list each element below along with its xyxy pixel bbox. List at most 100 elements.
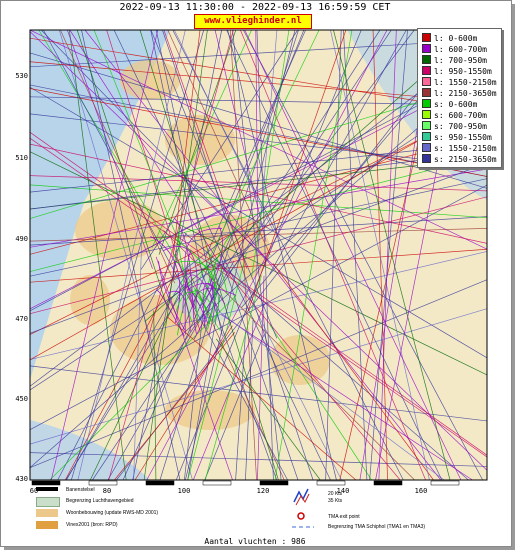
- flight-track: [369, 29, 408, 481]
- flight-track: [333, 29, 451, 481]
- legend-label: l: 700-950m: [434, 56, 487, 65]
- approach-track: [168, 290, 191, 332]
- legend-swatch: [422, 110, 431, 119]
- legend-entry: l: 2150-3650m: [422, 88, 497, 98]
- approach-track: [162, 246, 198, 308]
- flight-track: [159, 275, 223, 481]
- flight-track: [245, 318, 254, 481]
- map-key: Banenstelsel Begrenzing Luchthavengebied…: [30, 484, 486, 536]
- flight-track: [185, 29, 296, 481]
- y-tick-510: 510: [15, 154, 28, 162]
- approach-track: [183, 262, 193, 322]
- flight-track: [173, 29, 274, 231]
- flight-track: [29, 68, 488, 312]
- flight-track: [29, 96, 488, 106]
- north-sea: [30, 30, 170, 380]
- wind-20-label: 20 Kts: [328, 491, 343, 497]
- legend-swatch: [422, 33, 431, 42]
- tma-boundary-icon: [292, 526, 314, 528]
- flight-track: [153, 310, 157, 481]
- x-tick-60: 60: [29, 487, 39, 495]
- flight-track: [325, 29, 342, 481]
- flight-track: [122, 230, 235, 481]
- flight-track: [69, 29, 226, 273]
- flight-track: [229, 29, 257, 481]
- flight-count: Aantal vluchten : 986: [204, 537, 306, 546]
- flight-track: [223, 245, 342, 481]
- approach-track: [202, 225, 240, 305]
- flight-track: [29, 308, 488, 445]
- flight-track: [29, 279, 488, 469]
- flight-track: [81, 29, 181, 481]
- tma-boundary-label: Begrenzing TMA Schiphol (TMA1 en TMA3): [328, 524, 426, 530]
- flight-track: [269, 29, 407, 275]
- flight-track: [29, 52, 488, 189]
- flight-track: [29, 178, 488, 277]
- approach-track: [213, 259, 228, 301]
- flight-track: [187, 252, 247, 481]
- y-tick-470: 470: [15, 315, 28, 323]
- legend-entry: s: 1550-2150m: [422, 143, 497, 153]
- flight-track: [227, 29, 337, 481]
- flight-track: [64, 269, 178, 481]
- scale-segment: [259, 480, 289, 486]
- tma-exit-label: TMA exit point: [328, 514, 360, 520]
- y-tick-450: 450: [15, 395, 28, 403]
- flight-track: [29, 31, 488, 471]
- approach-track: [174, 260, 216, 330]
- flight-track: [132, 29, 223, 481]
- flight-track: [256, 29, 274, 481]
- x-tick-120: 120: [256, 487, 270, 495]
- flight-track: [172, 29, 201, 258]
- scale-segment: [145, 480, 175, 486]
- flight-track: [65, 285, 187, 481]
- flight-track: [29, 105, 488, 335]
- flight-track: [220, 312, 445, 481]
- flight-track: [235, 331, 246, 481]
- legend-entry: l: 700-950m: [422, 55, 487, 65]
- y-tick-530: 530: [15, 72, 28, 80]
- flight-track: [232, 29, 282, 481]
- flight-track: [29, 196, 488, 315]
- approach-track: [182, 274, 221, 314]
- legend-swatch: [422, 154, 431, 163]
- approach-track: [173, 261, 197, 310]
- flight-track: [29, 452, 488, 467]
- approach-track: [158, 260, 186, 331]
- scale-segment: [316, 480, 346, 486]
- tma-exit-point-icon: [297, 512, 305, 520]
- approach-track: [187, 282, 216, 336]
- flight-track: [196, 29, 320, 286]
- flight-track: [69, 29, 127, 481]
- flight-track: [182, 29, 305, 330]
- flight-track: [29, 137, 488, 458]
- flight-track: [113, 29, 331, 481]
- flight-track: [269, 324, 372, 481]
- approach-track: [150, 236, 181, 324]
- flight-track: [29, 157, 488, 210]
- flight-track: [163, 230, 415, 481]
- airport-boundary-swatch: [36, 497, 60, 507]
- approach-track: [174, 217, 194, 308]
- legend-entry: l: 0-600m: [422, 33, 477, 43]
- flight-track: [192, 303, 266, 481]
- flight-track: [247, 29, 347, 312]
- flight-track: [204, 275, 262, 481]
- flight-track: [29, 228, 488, 242]
- flight-track: [40, 29, 266, 260]
- legend-entry: l: 600-700m: [422, 44, 487, 54]
- legend-label: l: 0-600m: [434, 34, 478, 43]
- legend-label: s: 950-1550m: [434, 133, 492, 142]
- flight-track: [29, 29, 488, 250]
- flight-track: [57, 232, 187, 481]
- urban-area: [75, 200, 165, 260]
- website-badge[interactable]: www.vlieghinder.nl: [194, 14, 312, 29]
- flight-track: [29, 251, 488, 360]
- flight-track: [29, 37, 488, 113]
- scale-segment: [373, 480, 403, 486]
- scale-segment: [202, 480, 232, 486]
- flight-track: [134, 325, 233, 481]
- legend-entry: s: 950-1550m: [422, 132, 492, 142]
- flight-track: [76, 29, 169, 311]
- legend-label: s: 0-600m: [434, 100, 478, 109]
